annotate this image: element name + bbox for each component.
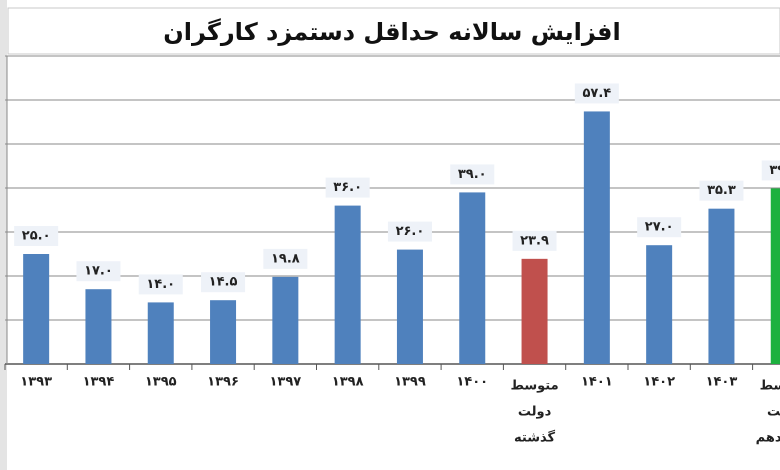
value-label: ۲۶.۰ [396,224,425,239]
x-tick-label: ۱۳۹۷ [269,375,301,390]
value-label-bg [761,160,780,181]
value-label-bg [512,230,557,251]
x-tick-label: ۱۴۰۱ [581,375,613,390]
value-label-bg [574,83,619,104]
x-tick-label: ۱۳۹۹ [394,375,426,390]
value-label-bg [263,248,308,269]
value-label: ۱۴.۰ [146,277,175,292]
x-tick-label: ۱۳۹۴ [83,375,115,390]
chart-title: افزایش سالانه حداقل دستمزد کارگران [163,18,620,46]
value-label: ۲۷.۰ [645,220,674,235]
value-label: ۲۵.۰ [22,229,51,244]
value-label: ۱۹.۸ [271,251,300,266]
value-label-bg [76,261,121,282]
bar [459,192,486,364]
x-tick-label: ۱۴۰۰ [456,375,488,390]
x-tick-label: ۱۳۹۵ [145,375,177,390]
bar [521,258,548,364]
x-tick-label: ۱۳۹۶ [207,375,239,390]
value-label: ۱۴.۵ [209,275,238,290]
x-tick-label: ۱۴۰۳ [706,375,738,390]
value-label-bg [699,180,744,201]
left-edge [0,0,7,470]
value-label-bg [201,272,246,293]
value-label: ۵۷.۴ [582,86,611,101]
bar [23,254,50,364]
bar [210,300,237,364]
value-label-bg [138,274,183,295]
value-label: ۳۵.۳ [707,183,736,198]
bar [272,276,299,364]
x-tick-label: ۱۴۰۲ [643,375,675,390]
x-tick-label: متوسط [760,379,780,394]
value-label-bg [14,226,59,246]
bar [334,205,361,364]
x-tick-label: گذشته [514,430,555,446]
value-label-bg [387,221,432,242]
bar [770,188,780,364]
value-label: ۱۷.۰ [84,264,113,279]
x-tick-label: چهاردهم [756,431,780,446]
bar [646,245,673,364]
value-label-bg [325,177,370,198]
x-tick-label: دولت [518,405,552,420]
bar [583,111,610,364]
value-label: ۳۶.۰ [333,180,362,195]
x-tick-label: دولت [767,405,780,420]
value-label-bg [450,164,495,185]
value-label: ۳۹.۹ [769,163,780,178]
value-label-bg [637,217,682,238]
bar [85,289,112,364]
title-box [7,7,780,55]
x-tick-label: ۱۳۹۸ [332,375,364,390]
value-label: ۲۳.۹ [520,233,549,248]
bar [147,302,174,364]
value-label: ۳۹.۰ [458,167,487,182]
x-tick-label: ۱۳۹۳ [20,375,52,390]
bar [396,249,423,364]
bar [708,208,735,364]
x-tick-label: متوسط [510,379,558,394]
